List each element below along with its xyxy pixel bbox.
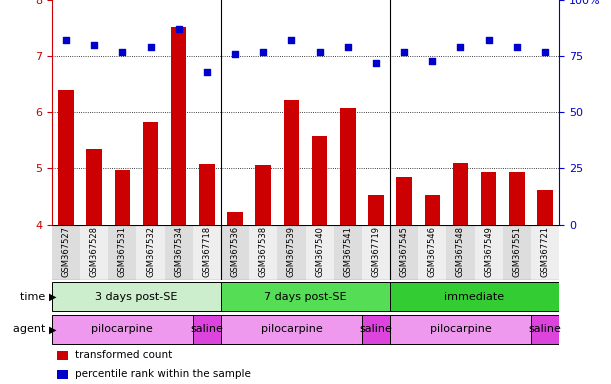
Text: pilocarpine: pilocarpine <box>430 324 491 334</box>
Text: GSM367527: GSM367527 <box>62 226 70 277</box>
Bar <box>503 225 531 280</box>
Point <box>428 58 437 64</box>
Text: GSM367531: GSM367531 <box>118 226 127 277</box>
Point <box>343 44 353 50</box>
Bar <box>390 225 418 280</box>
Text: GSM367540: GSM367540 <box>315 226 324 277</box>
Text: GSM367551: GSM367551 <box>512 226 521 277</box>
Text: saline: saline <box>191 324 224 334</box>
Bar <box>57 351 68 360</box>
Bar <box>453 163 468 225</box>
Bar <box>249 225 277 280</box>
Bar <box>397 177 412 225</box>
Bar <box>80 225 108 280</box>
Bar <box>362 314 390 344</box>
Point <box>512 44 522 50</box>
Point <box>540 49 550 55</box>
Bar <box>390 314 531 344</box>
Text: GSM367532: GSM367532 <box>146 226 155 277</box>
Bar <box>509 172 525 225</box>
Bar <box>57 370 68 379</box>
Bar <box>52 225 80 280</box>
Bar <box>418 225 447 280</box>
Point <box>89 42 99 48</box>
Bar <box>193 314 221 344</box>
Text: 3 days post-SE: 3 days post-SE <box>95 291 178 302</box>
Bar <box>221 225 249 280</box>
Bar <box>531 225 559 280</box>
Bar <box>362 225 390 280</box>
Text: time: time <box>20 291 49 302</box>
Bar <box>312 136 327 225</box>
Text: GSM367718: GSM367718 <box>202 226 211 277</box>
Point <box>117 49 127 55</box>
Point <box>230 51 240 57</box>
Text: GSM367534: GSM367534 <box>174 226 183 277</box>
Point <box>456 44 466 50</box>
Bar <box>277 225 306 280</box>
Bar <box>221 314 362 344</box>
Bar <box>255 165 271 225</box>
Bar <box>475 225 503 280</box>
Text: GSM367549: GSM367549 <box>484 226 493 277</box>
Point <box>202 69 212 75</box>
Bar <box>340 108 356 225</box>
Text: GSM367546: GSM367546 <box>428 226 437 277</box>
Text: GSM367548: GSM367548 <box>456 226 465 277</box>
Text: 7 days post-SE: 7 days post-SE <box>264 291 347 302</box>
Bar <box>52 282 221 311</box>
Point <box>484 37 494 43</box>
Text: ▶: ▶ <box>49 324 56 334</box>
Point <box>371 60 381 66</box>
Text: immediate: immediate <box>444 291 505 302</box>
Text: agent: agent <box>13 324 49 334</box>
Bar <box>221 282 390 311</box>
Bar <box>115 170 130 225</box>
Point <box>258 49 268 55</box>
Bar <box>108 225 136 280</box>
Bar <box>58 90 74 225</box>
Bar <box>284 100 299 225</box>
Text: pilocarpine: pilocarpine <box>92 324 153 334</box>
Bar <box>227 212 243 225</box>
Bar <box>136 225 164 280</box>
Point <box>61 37 71 43</box>
Bar <box>481 172 496 225</box>
Point <box>145 44 155 50</box>
Text: GSM367536: GSM367536 <box>230 226 240 277</box>
Text: GSM367539: GSM367539 <box>287 226 296 277</box>
Bar <box>52 314 193 344</box>
Bar <box>537 190 553 225</box>
Text: transformed count: transformed count <box>75 350 172 360</box>
Point <box>399 49 409 55</box>
Text: GSM367541: GSM367541 <box>343 226 353 277</box>
Bar <box>86 149 102 225</box>
Bar <box>143 122 158 225</box>
Text: saline: saline <box>529 324 562 334</box>
Bar <box>193 225 221 280</box>
Text: GSM367719: GSM367719 <box>371 226 381 277</box>
Text: ▶: ▶ <box>49 291 56 302</box>
Bar <box>447 225 475 280</box>
Text: GSM367545: GSM367545 <box>400 226 409 277</box>
Text: GSM367538: GSM367538 <box>258 226 268 277</box>
Bar <box>306 225 334 280</box>
Bar <box>164 225 193 280</box>
Bar <box>334 225 362 280</box>
Bar <box>199 164 214 225</box>
Point <box>174 26 184 32</box>
Point <box>315 49 324 55</box>
Point <box>287 37 296 43</box>
Bar <box>171 27 186 225</box>
Text: saline: saline <box>359 324 392 334</box>
Text: GSM367721: GSM367721 <box>541 226 549 277</box>
Bar <box>425 195 440 225</box>
Text: pilocarpine: pilocarpine <box>260 324 322 334</box>
Text: GSM367528: GSM367528 <box>90 226 99 277</box>
Bar <box>368 195 384 225</box>
Bar <box>531 314 559 344</box>
Bar <box>390 282 559 311</box>
Text: percentile rank within the sample: percentile rank within the sample <box>75 369 251 379</box>
